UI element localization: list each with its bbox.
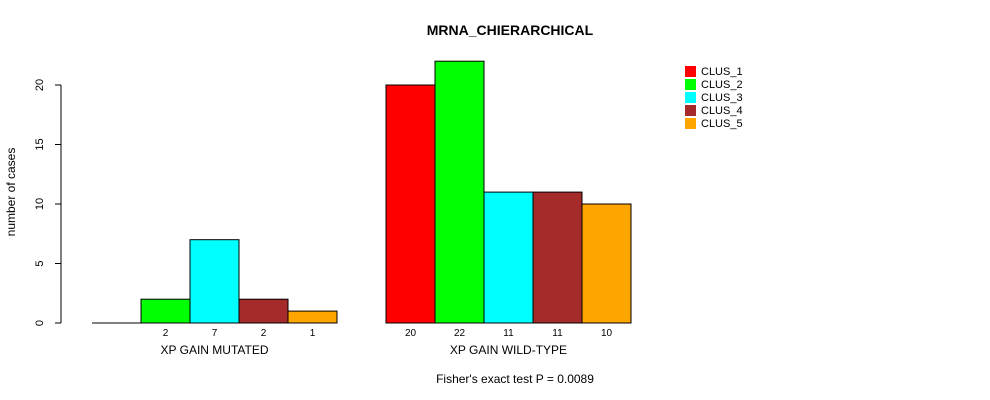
y-tick-label-10: 10 <box>34 198 46 210</box>
count-label-0-1: 2 <box>163 328 169 339</box>
fisher-test-footnote: Fisher's exact test P = 0.0089 <box>436 372 594 386</box>
legend-label-CLUS_5: CLUS_5 <box>701 118 743 130</box>
group-label-0: XP GAIN MUTATED <box>160 343 268 357</box>
bar-0-CLUS_2 <box>140 298 191 324</box>
group-label-1: XP GAIN WILD-TYPE <box>450 343 567 357</box>
bar-1-CLUS_2 <box>434 60 485 324</box>
y-axis: 0 5 10 15 20 <box>34 79 62 326</box>
chart-title: MRNA_CHIERARCHICAL <box>427 22 594 38</box>
count-label-0-2: 7 <box>212 328 218 339</box>
bar-1-CLUS_5 <box>581 203 632 324</box>
legend-swatch-CLUS_5 <box>685 118 696 129</box>
legend-label-CLUS_3: CLUS_3 <box>701 92 743 104</box>
legend-swatch-CLUS_4 <box>685 105 696 116</box>
count-label-0-4: 1 <box>310 328 316 339</box>
legend-label-CLUS_2: CLUS_2 <box>701 79 743 91</box>
y-tick-label-20: 20 <box>34 79 46 91</box>
legend-swatch-CLUS_3 <box>685 92 696 103</box>
legend-swatch-CLUS_1 <box>685 66 696 77</box>
legend-label-CLUS_1: CLUS_1 <box>701 66 743 78</box>
legend-swatch-CLUS_2 <box>685 79 696 90</box>
count-label-1-0: 20 <box>405 328 417 339</box>
bar-1-CLUS_3 <box>483 191 534 324</box>
count-label-0-3: 2 <box>261 328 267 339</box>
y-tick-label-5: 5 <box>34 260 46 266</box>
y-tick-label-0: 0 <box>34 320 46 326</box>
bar-1-CLUS_1 <box>385 84 436 324</box>
bar-0-CLUS_4 <box>238 298 289 324</box>
count-label-1-4: 10 <box>601 328 613 339</box>
count-labels: 2 7 2 1 20 22 11 11 10 <box>163 328 613 339</box>
bar-1-CLUS_4 <box>532 191 583 324</box>
y-axis-label: number of cases <box>4 148 18 237</box>
bar-0-CLUS_5 <box>287 310 338 324</box>
count-label-1-3: 11 <box>552 328 563 339</box>
legend-label-CLUS_4: CLUS_4 <box>701 105 743 117</box>
bars <box>92 60 632 324</box>
y-tick-label-15: 15 <box>34 138 46 150</box>
bar-0-CLUS_3 <box>189 239 240 324</box>
group-labels: XP GAIN MUTATED XP GAIN WILD-TYPE <box>160 343 567 357</box>
count-label-1-1: 22 <box>454 328 466 339</box>
count-label-1-2: 11 <box>503 328 514 339</box>
